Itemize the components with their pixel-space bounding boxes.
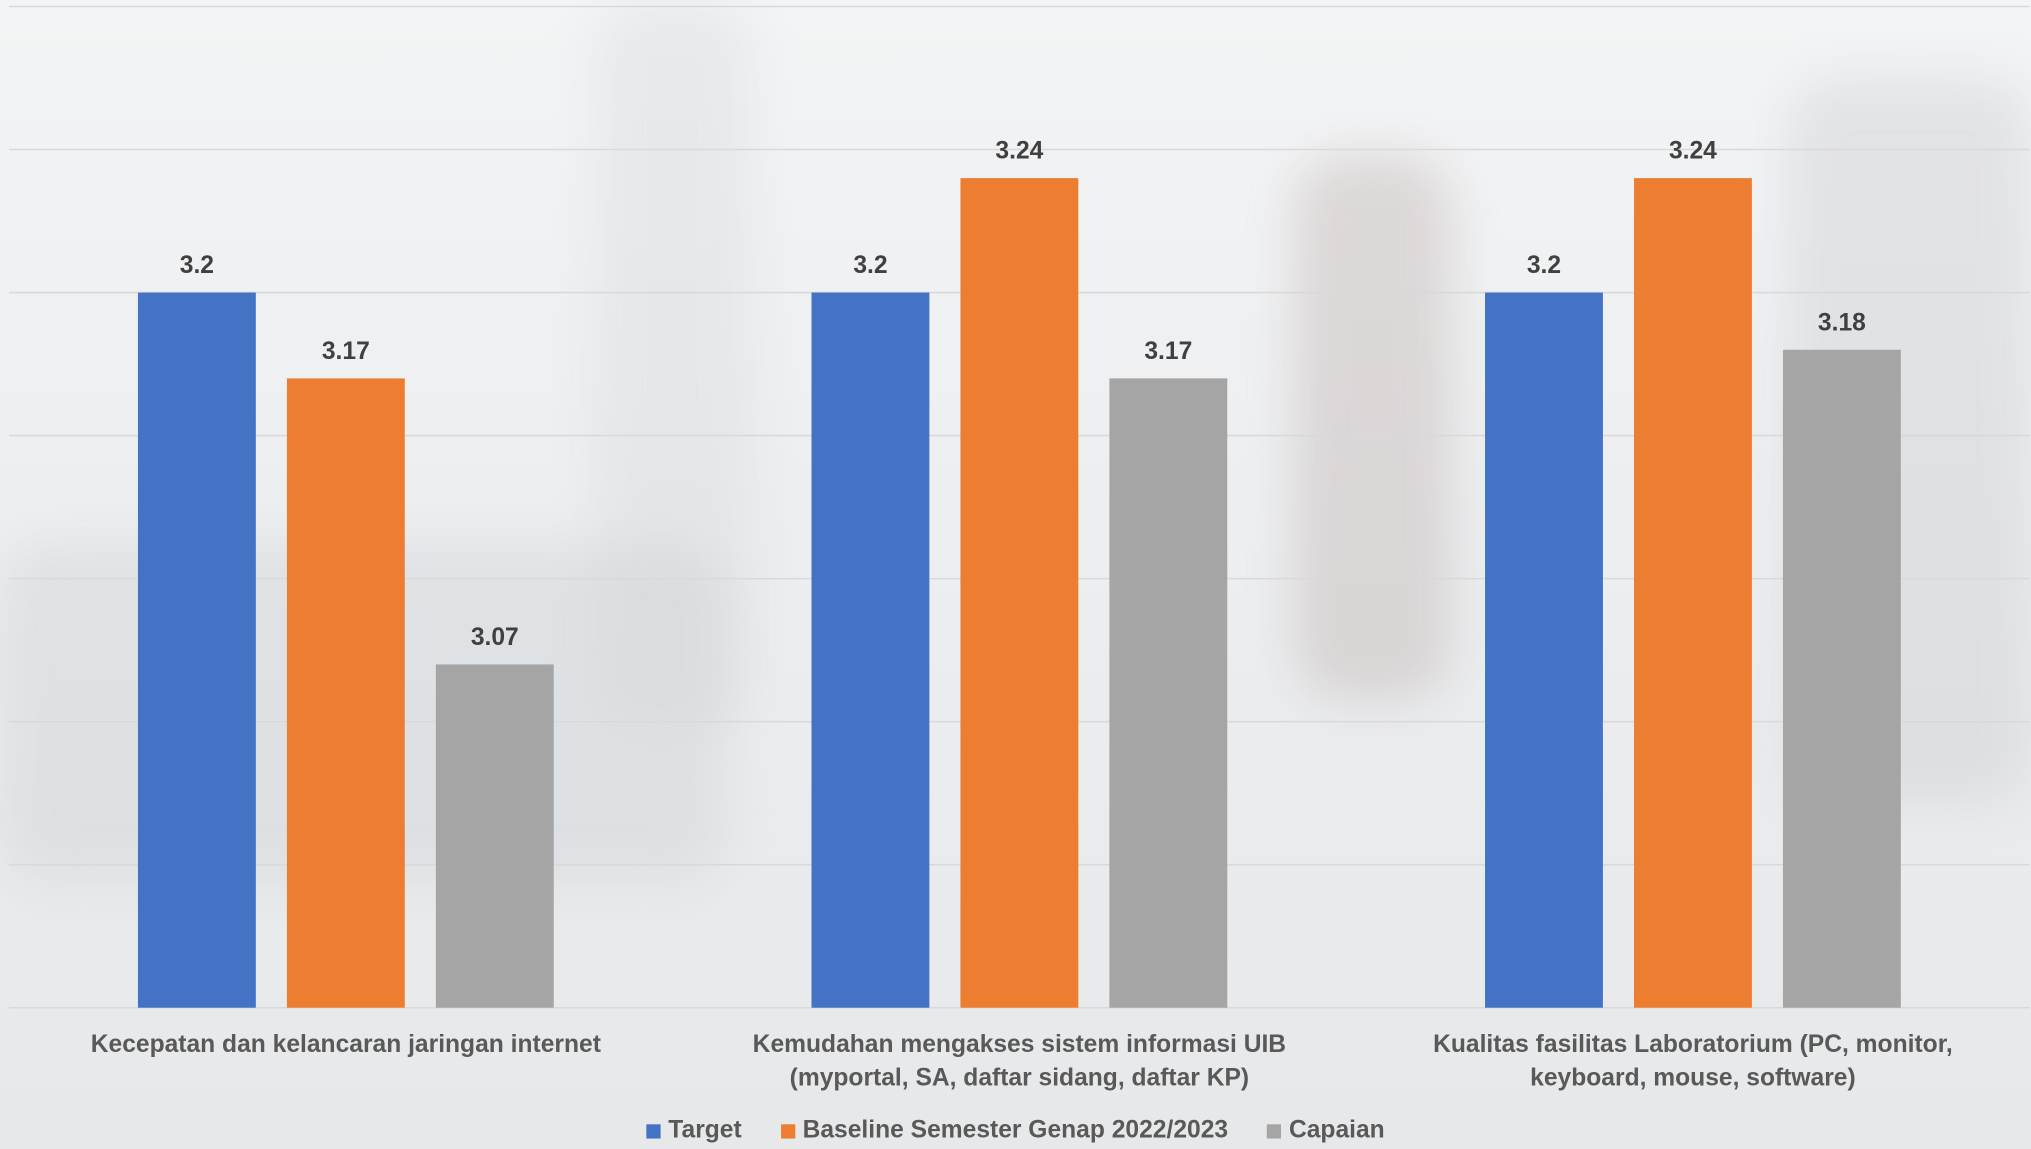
legend-label: Target (668, 1117, 741, 1145)
value-label: 3.24 (1669, 138, 1717, 165)
legend-label: Baseline Semester Genap 2022/2023 (803, 1117, 1228, 1145)
x-tick-label: Kecepatan dan kelancaran jaringan intern… (28, 1028, 663, 1062)
legend-swatch (646, 1124, 660, 1138)
slide: 3.2 3.17 3.07 3.2 3.24 3.17 3.2 3.24 3.18 Target… (0, 0, 2031, 1149)
legend-label: Capaian (1289, 1117, 1385, 1145)
bar (960, 178, 1078, 1008)
value-label: 3.2 (853, 252, 887, 279)
legend-item: Target (646, 1117, 741, 1145)
value-label: 3.17 (1144, 338, 1192, 365)
chart: 3.2 3.17 3.07 3.2 3.24 3.17 3.2 3.24 3.18 (0, 0, 2031, 1149)
value-label: 3.2 (1527, 252, 1561, 279)
value-label: 3.24 (995, 138, 1043, 165)
legend: Target Baseline Semester Genap 2022/2023 C… (0, 1117, 2031, 1145)
bar (1485, 293, 1603, 1008)
bar (1783, 350, 1901, 1008)
legend-item: Baseline Semester Genap 2022/2023 (781, 1117, 1228, 1145)
legend-swatch (1267, 1124, 1281, 1138)
bar (138, 293, 256, 1008)
bar (1109, 378, 1227, 1007)
value-label: 3.07 (471, 624, 519, 651)
bar (287, 378, 405, 1007)
bar (1634, 178, 1752, 1008)
chart-area: 3.2 3.17 3.07 3.2 3.24 3.17 3.2 3.24 3.18 Target… (0, 0, 2031, 1149)
x-tick-label: Kemudahan mengakses sistem informasi UIB… (702, 1028, 1337, 1095)
bar (436, 664, 554, 1007)
legend-swatch (781, 1124, 795, 1138)
value-label: 3.18 (1818, 309, 1866, 336)
value-label: 3.2 (180, 252, 214, 279)
value-label: 3.17 (322, 338, 370, 365)
bar (811, 293, 929, 1008)
legend-item: Capaian (1267, 1117, 1385, 1145)
x-tick-label: Kualitas fasilitas Laboratorium (PC, mon… (1376, 1028, 2011, 1095)
